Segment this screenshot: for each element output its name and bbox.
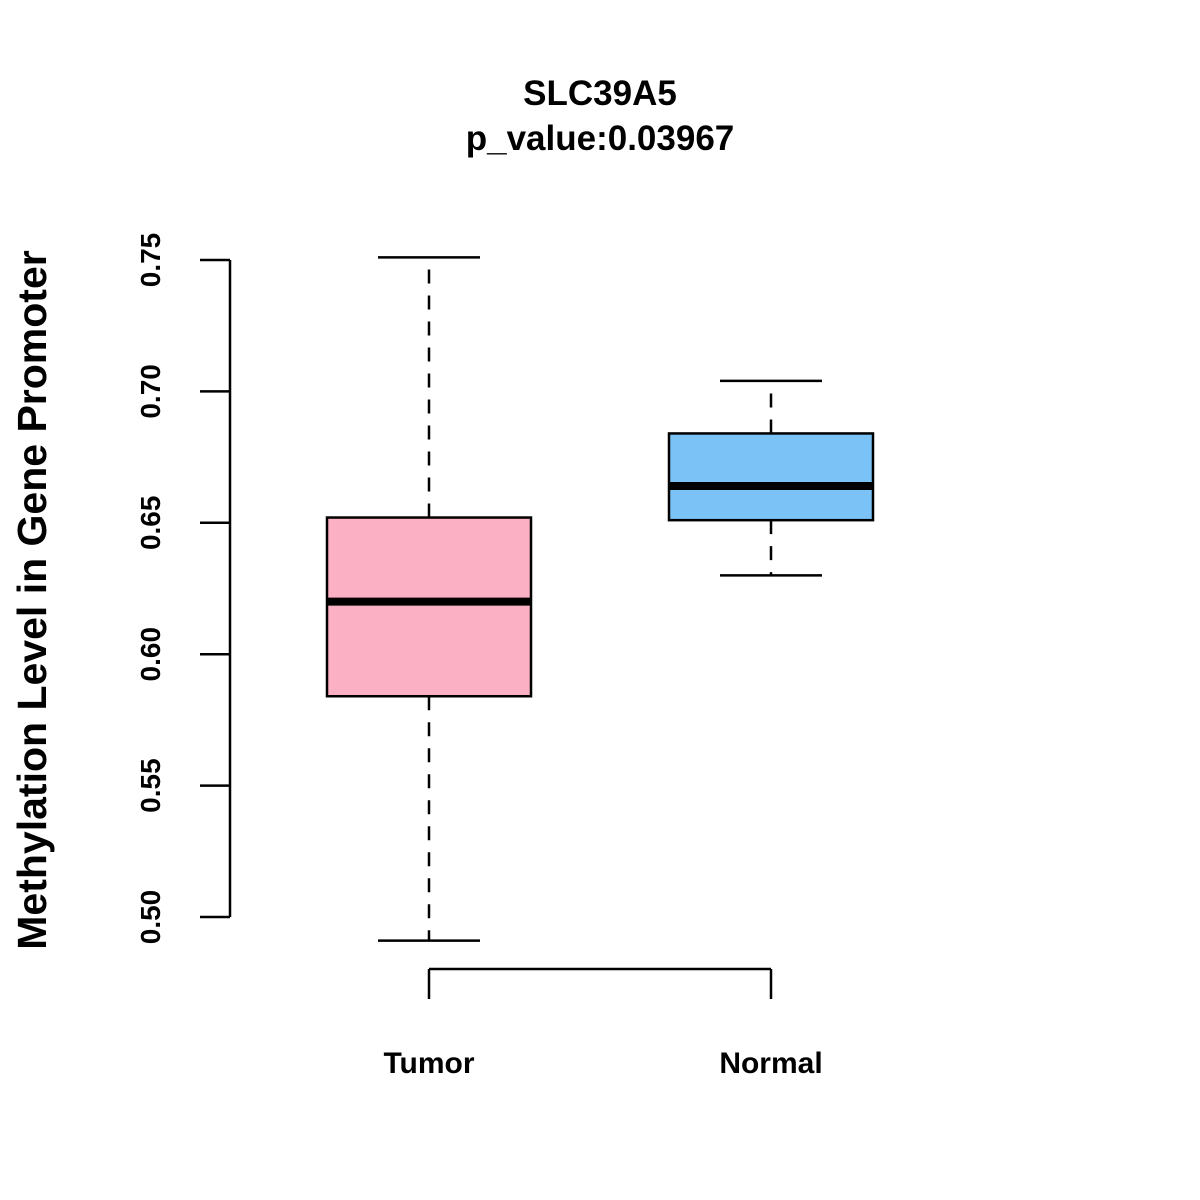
x-axis: Tumor Normal — [383, 967, 823, 1080]
x-tick-label-tumor: Tumor — [383, 1047, 474, 1080]
y-tick-label: 0.60 — [135, 627, 166, 682]
y-axis: 0.50 0.55 0.60 0.65 0.70 0.75 — [135, 233, 232, 945]
y-tick-label: 0.75 — [135, 233, 166, 288]
y-tick-label: 0.65 — [135, 496, 166, 551]
x-tick-label-normal: Normal — [719, 1047, 822, 1080]
box-iqr — [667, 432, 875, 522]
chart-subtitle: p_value:0.03967 — [466, 119, 735, 158]
y-axis-label: Methylation Level in Gene Promoter — [9, 250, 55, 949]
y-tick-label: 0.50 — [135, 890, 166, 945]
y-tick-label: 0.55 — [135, 758, 166, 813]
chart-title: SLC39A5 — [523, 74, 677, 113]
boxes-group — [325, 256, 875, 942]
y-tick-label: 0.70 — [135, 364, 166, 419]
box-normal — [667, 379, 875, 577]
box-iqr — [325, 516, 533, 698]
box-tumor — [325, 256, 533, 942]
